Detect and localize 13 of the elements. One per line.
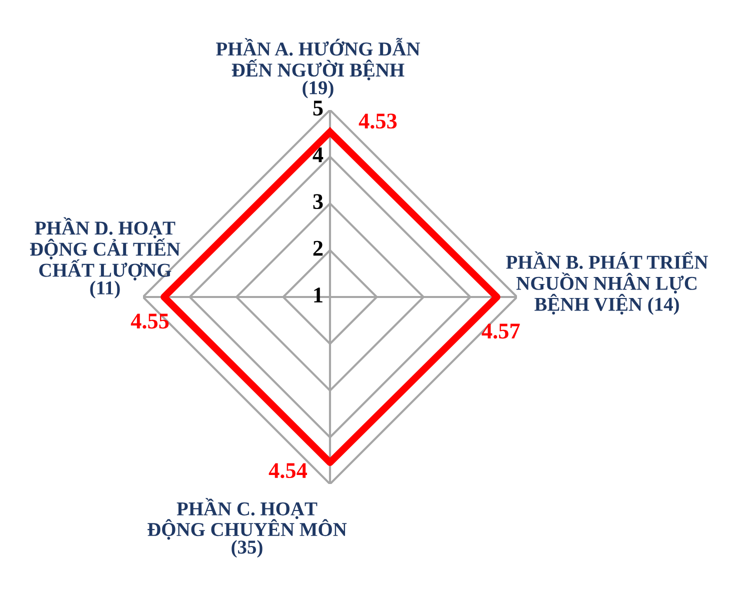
data-label: 4.55 [130,314,169,329]
data-label: 4.54 [268,463,308,478]
spoke-label: PHẦN B. PHÁT TRIỂN NGUỒN NHÂN LỰC BỆNH VIỆN (14) [506,251,708,315]
y-tick-label: 2 [313,240,323,256]
y-tick-label: 4 [312,147,324,162]
y-tick-label: 1 [314,288,322,302]
y-tick-label: 3 [313,194,323,210]
data-label: 4.57 [482,324,520,339]
y-tick-label: 5 [313,100,323,116]
spoke-label: PHẦN A. HƯỚNG DẪN ĐẾN NGƯỜI BỆNH (19) [216,38,420,98]
spoke-label: PHẦN D. HOẠT ĐỘNG CẢI TIẾN CHẤT LƯỢNG (11) [30,217,180,298]
spoke-label: PHẦN C. HOẠT ĐỘNG CHUYÊN MÔN (35) [148,498,347,558]
data-label: 4.53 [358,114,397,129]
